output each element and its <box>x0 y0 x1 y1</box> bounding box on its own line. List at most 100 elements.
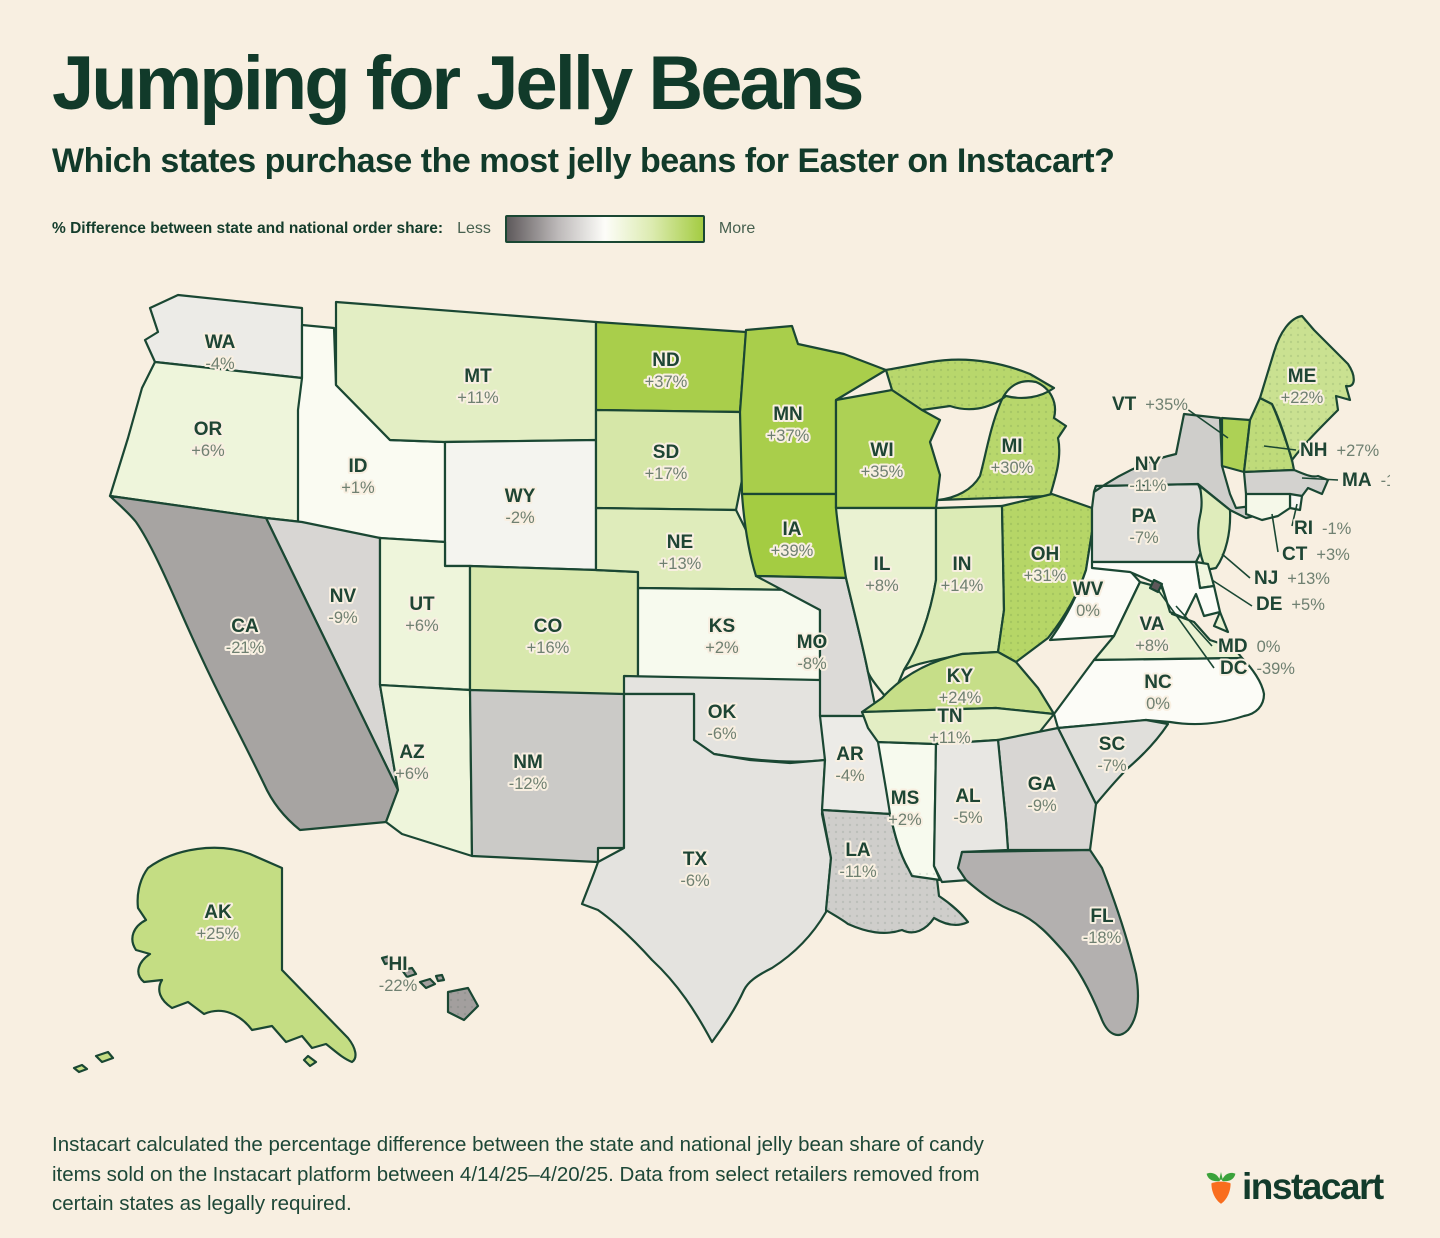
svg-text:ID: ID <box>349 456 368 477</box>
state-shape-NC <box>1052 656 1266 730</box>
svg-text:+22%: +22% <box>1281 389 1324 407</box>
state-label-WI: WI +35% <box>859 438 906 483</box>
color-legend: % Difference between state and national … <box>52 214 755 244</box>
state-shape-TX <box>580 692 833 1044</box>
state-shape-MN <box>738 324 888 496</box>
svg-text:-21%: -21% <box>226 639 265 657</box>
svg-text:UT: UT <box>409 594 435 615</box>
svg-text:SD: SD <box>653 442 679 463</box>
us-choropleth-map: WA -4% OR +6% CA -21% NV -9% ID +1% MT +11% WY -2% UT +… <box>50 270 1421 1110</box>
state-shape-AK <box>72 846 357 1074</box>
svg-text:MO: MO <box>797 632 828 653</box>
state-label-AL: AL -5% <box>951 784 985 829</box>
svg-text:GA: GA <box>1028 774 1057 795</box>
state-label-ME: ME +22% <box>1279 364 1326 409</box>
state-label-MD: MD 0% <box>1218 636 1281 657</box>
svg-text:AR: AR <box>836 744 864 765</box>
svg-text:-4%: -4% <box>835 767 865 785</box>
svg-text:NY: NY <box>1135 454 1162 475</box>
state-label-KY: KY +24% <box>937 664 984 709</box>
svg-text:CO: CO <box>534 616 563 637</box>
state-shape-NJ <box>1197 484 1232 572</box>
svg-text:+2%: +2% <box>705 639 739 657</box>
svg-text:IA: IA <box>783 519 802 540</box>
svg-text:+6%: +6% <box>191 442 225 460</box>
svg-text:+8%: +8% <box>865 577 899 595</box>
svg-text:-6%: -6% <box>680 872 710 890</box>
svg-text:-2%: -2% <box>505 509 535 527</box>
state-label-ND: ND +37% <box>643 348 690 393</box>
state-label-ID: ID +1% <box>339 454 377 499</box>
svg-text:NE: NE <box>667 532 693 553</box>
state-label-CT: CT +3% <box>1282 544 1350 565</box>
svg-text:-4%: -4% <box>205 355 235 373</box>
state-label-NJ: NJ +13% <box>1254 568 1330 589</box>
legend-label: % Difference between state and national … <box>52 220 444 237</box>
svg-text:IL: IL <box>874 554 891 575</box>
svg-text:ND: ND <box>652 350 679 371</box>
svg-text:+6%: +6% <box>405 617 439 635</box>
state-label-MO: MO -8% <box>795 630 830 675</box>
svg-text:-6%: -6% <box>707 725 737 743</box>
state-label-KS: KS +2% <box>703 614 741 659</box>
state-label-WA: WA -4% <box>203 330 238 375</box>
state-label-NY: NY -11% <box>1127 452 1169 497</box>
svg-text:PA: PA <box>1132 506 1157 527</box>
legend-more-label: More <box>718 220 756 237</box>
svg-text:-9%: -9% <box>1027 797 1057 815</box>
svg-text:FL: FL <box>1090 906 1114 927</box>
svg-text:+31%: +31% <box>1024 567 1067 585</box>
svg-text:MS: MS <box>891 788 920 809</box>
svg-text:-5%: -5% <box>953 809 983 827</box>
svg-text:ME: ME <box>1288 366 1317 387</box>
state-labels: WA -4% OR +6% CA -21% NV -9% ID +1% MT +11% WY -2% UT +… <box>189 330 1421 997</box>
state-label-TN: TN +11% <box>927 704 973 749</box>
state-label-OH: OH +31% <box>1022 542 1069 587</box>
svg-text:HI: HI <box>389 954 408 975</box>
state-label-MI: MI +30% <box>989 434 1036 479</box>
svg-text:KY: KY <box>947 666 974 687</box>
state-label-CO: CO +16% <box>525 614 572 659</box>
legend-gradient-bar <box>504 215 705 243</box>
state-label-SC: SC -7% <box>1095 732 1129 777</box>
svg-text:-12%: -12% <box>509 775 548 793</box>
state-label-IN: IN +14% <box>939 552 986 597</box>
state-label-VT: VT +35% <box>1112 394 1188 415</box>
state-shape-FL <box>956 848 1139 1037</box>
svg-text:+1%: +1% <box>341 479 375 497</box>
svg-text:OH: OH <box>1031 544 1060 565</box>
svg-text:NV: NV <box>330 586 357 607</box>
state-label-CA: CA -21% <box>224 614 267 659</box>
callout-lines <box>1157 403 1339 669</box>
state-shape-DC <box>1148 578 1164 594</box>
state-label-DE: DE +5% <box>1256 594 1325 615</box>
svg-text:+39%: +39% <box>771 542 814 560</box>
svg-text:AL: AL <box>955 786 981 807</box>
svg-text:IN: IN <box>953 554 972 575</box>
svg-text:MT: MT <box>464 366 492 387</box>
svg-text:+17%: +17% <box>645 465 688 483</box>
svg-text:+35%: +35% <box>861 463 904 481</box>
svg-text:VA: VA <box>1140 614 1165 635</box>
svg-text:+30%: +30% <box>991 459 1034 477</box>
svg-text:+37%: +37% <box>767 427 810 445</box>
state-label-SD: SD +17% <box>643 440 690 485</box>
svg-text:AZ: AZ <box>399 742 425 763</box>
svg-text:+13%: +13% <box>659 555 702 573</box>
state-label-NE: NE +13% <box>657 530 704 575</box>
state-shape-CA <box>108 494 400 832</box>
state-label-NM: NM -12% <box>507 750 550 795</box>
page-subtitle: Which states purchase the most jelly bea… <box>52 142 1115 180</box>
state-label-AR: AR -4% <box>833 742 867 787</box>
state-label-IA: IA +39% <box>769 517 816 562</box>
state-label-DC: DC -39% <box>1220 658 1295 679</box>
svg-text:WI: WI <box>870 440 893 461</box>
state-label-WY: WY -2% <box>503 484 538 529</box>
page-title: Jumping for Jelly Beans <box>52 41 864 126</box>
state-label-HI: HI -22% <box>377 952 420 997</box>
instacart-logo: instacart <box>1204 1166 1384 1208</box>
svg-text:0%: 0% <box>1146 695 1170 713</box>
state-label-MA: MA-10% <box>1342 470 1390 491</box>
svg-text:KS: KS <box>709 616 735 637</box>
state-shape-SD <box>594 408 746 512</box>
